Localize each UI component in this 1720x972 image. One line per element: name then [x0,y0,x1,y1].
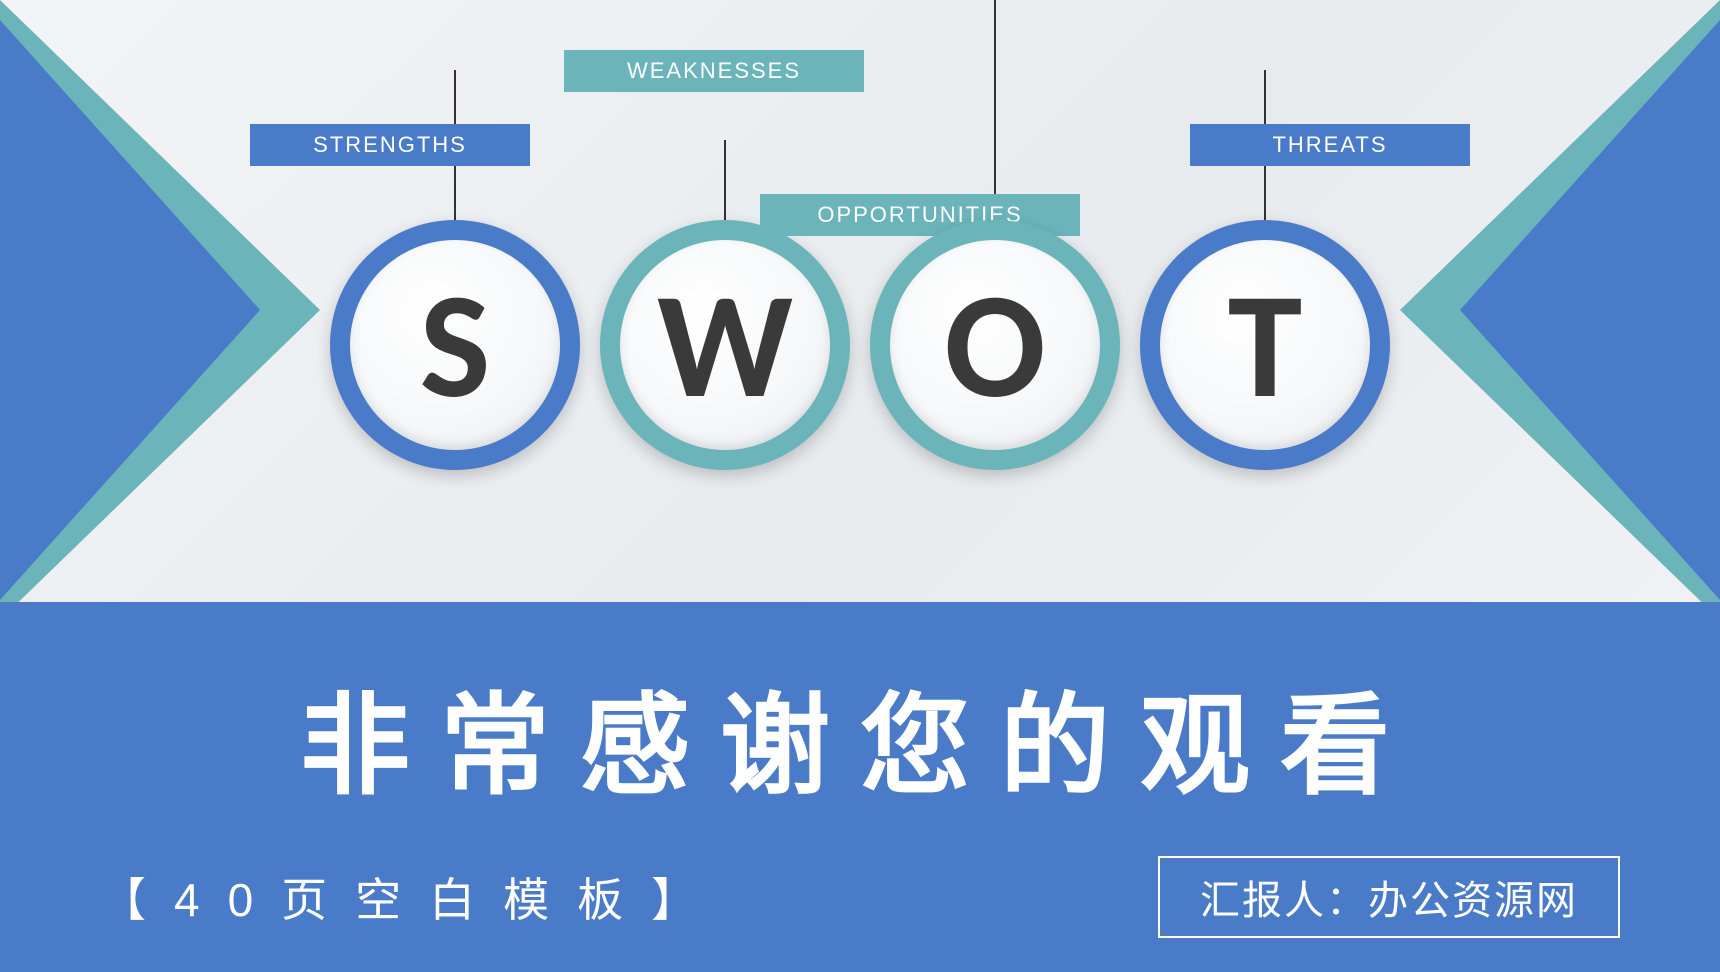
letter-t: T [1228,254,1302,437]
presenter-box: 汇报人：办公资源网 [1158,856,1620,938]
string-w [724,140,726,220]
pendulum-t: THREATS T [1140,0,1390,470]
circle-w: W [600,220,850,470]
tag-weaknesses: WEAKNESSES [564,50,864,92]
main-title: 非常感谢您的观看 [300,656,1420,816]
circle-t: T [1140,220,1390,470]
pendulum-s: STRENGTHS S [330,0,580,470]
swot-circles: STRENGTHS S WEAKNESSES W OPPORTUNITIES O… [330,0,1390,470]
circle-s: S [330,220,580,470]
circle-o: O [870,220,1120,470]
letter-s: S [420,254,491,437]
circle-inner-s: S [350,240,560,450]
circle-inner-t: T [1160,240,1370,450]
pendulum-o: OPPORTUNITIES O [870,0,1120,470]
tag-strengths: STRENGTHS [250,124,530,166]
letter-o: O [944,254,1045,437]
tag-threats: THREATS [1190,124,1470,166]
string-o [994,0,996,220]
circle-inner-w: W [620,240,830,450]
left-arrow-blue [0,20,260,600]
circle-inner-o: O [890,240,1100,450]
letter-w: W [657,254,793,437]
bottom-row: 【40页空白模板】 汇报人：办公资源网 [0,856,1720,938]
bottom-section: 非常感谢您的观看 【40页空白模板】 汇报人：办公资源网 [0,602,1720,972]
right-arrow-blue [1460,20,1720,600]
subtitle: 【40页空白模板】 [100,864,725,930]
